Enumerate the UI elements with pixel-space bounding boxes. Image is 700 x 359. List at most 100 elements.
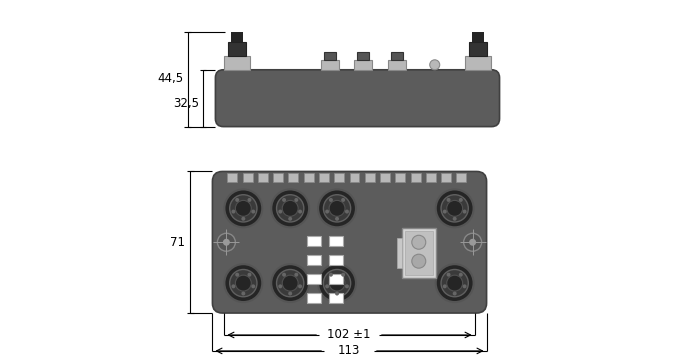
Bar xyxy=(304,173,314,182)
Circle shape xyxy=(345,210,349,214)
Bar xyxy=(329,274,343,284)
Circle shape xyxy=(279,210,282,214)
Bar xyxy=(391,52,402,60)
Bar xyxy=(441,173,451,182)
Circle shape xyxy=(435,190,474,227)
Bar xyxy=(307,236,321,246)
Circle shape xyxy=(318,264,356,302)
Circle shape xyxy=(279,284,282,288)
Bar xyxy=(402,228,435,278)
Circle shape xyxy=(241,217,245,221)
Circle shape xyxy=(412,254,426,268)
Bar xyxy=(380,173,390,182)
Text: 32,5: 32,5 xyxy=(174,97,199,110)
Bar xyxy=(334,173,344,182)
Circle shape xyxy=(235,200,251,216)
Circle shape xyxy=(282,275,298,291)
Circle shape xyxy=(248,273,251,277)
Circle shape xyxy=(335,292,339,295)
Bar xyxy=(307,255,321,265)
Circle shape xyxy=(463,284,467,288)
Circle shape xyxy=(447,275,463,291)
Bar xyxy=(411,173,421,182)
Circle shape xyxy=(430,60,440,70)
Circle shape xyxy=(441,195,468,222)
Circle shape xyxy=(282,200,298,216)
Circle shape xyxy=(412,235,426,249)
Bar xyxy=(426,173,436,182)
Text: 44,5: 44,5 xyxy=(158,72,183,85)
Circle shape xyxy=(325,284,329,288)
Text: 113: 113 xyxy=(338,344,360,358)
Circle shape xyxy=(298,210,302,214)
Circle shape xyxy=(251,284,256,288)
Circle shape xyxy=(443,284,447,288)
Circle shape xyxy=(230,270,257,297)
Bar xyxy=(228,42,246,56)
Bar xyxy=(329,293,343,303)
Circle shape xyxy=(447,273,451,277)
Bar xyxy=(365,173,374,182)
Circle shape xyxy=(329,273,333,277)
FancyBboxPatch shape xyxy=(216,70,500,127)
Circle shape xyxy=(288,292,292,295)
Circle shape xyxy=(235,273,239,277)
Bar xyxy=(307,274,321,284)
Circle shape xyxy=(225,264,262,302)
Circle shape xyxy=(282,273,286,277)
Bar xyxy=(397,238,402,268)
Bar xyxy=(349,173,360,182)
Bar xyxy=(232,32,244,42)
Circle shape xyxy=(271,264,309,302)
Circle shape xyxy=(288,217,292,221)
Circle shape xyxy=(294,198,298,202)
Circle shape xyxy=(318,190,356,227)
Bar xyxy=(243,173,253,182)
Circle shape xyxy=(223,239,230,246)
Circle shape xyxy=(248,198,251,202)
Bar xyxy=(307,293,321,303)
Bar xyxy=(468,42,486,56)
Circle shape xyxy=(341,198,345,202)
Circle shape xyxy=(230,195,257,222)
Circle shape xyxy=(251,210,256,214)
Bar xyxy=(405,231,433,275)
Bar xyxy=(319,173,329,182)
Circle shape xyxy=(225,190,262,227)
Bar xyxy=(395,173,405,182)
Circle shape xyxy=(276,195,304,222)
Circle shape xyxy=(469,239,476,246)
Bar xyxy=(258,173,268,182)
Bar xyxy=(357,52,369,60)
Circle shape xyxy=(463,233,482,251)
Circle shape xyxy=(447,198,451,202)
Circle shape xyxy=(271,190,309,227)
Circle shape xyxy=(276,270,304,297)
Bar xyxy=(456,173,466,182)
Circle shape xyxy=(218,233,235,251)
Circle shape xyxy=(232,284,235,288)
Bar xyxy=(354,60,372,70)
Circle shape xyxy=(282,198,286,202)
Circle shape xyxy=(341,273,345,277)
Bar xyxy=(324,52,336,60)
Circle shape xyxy=(232,210,235,214)
Circle shape xyxy=(453,217,456,221)
Circle shape xyxy=(329,198,333,202)
Bar xyxy=(225,56,251,70)
Bar xyxy=(288,173,298,182)
Circle shape xyxy=(325,210,329,214)
FancyBboxPatch shape xyxy=(212,172,486,313)
Circle shape xyxy=(463,210,467,214)
Circle shape xyxy=(241,292,245,295)
Circle shape xyxy=(435,264,474,302)
Bar xyxy=(273,173,283,182)
Circle shape xyxy=(329,200,345,216)
Text: 71: 71 xyxy=(170,236,185,249)
Circle shape xyxy=(235,198,239,202)
Circle shape xyxy=(447,200,463,216)
Text: 102 ±1: 102 ±1 xyxy=(328,328,371,341)
Circle shape xyxy=(323,270,351,297)
Circle shape xyxy=(441,270,468,297)
Bar xyxy=(321,60,339,70)
